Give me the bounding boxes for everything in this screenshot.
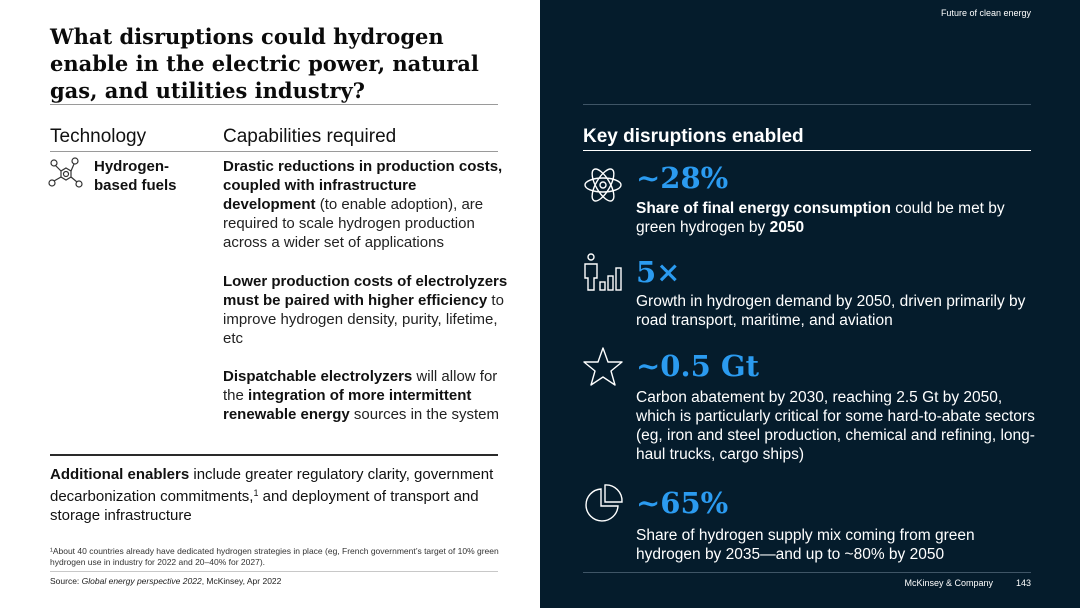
capability-2-text: to improve hydrogen density, purity, lif…: [223, 292, 504, 347]
stat-4: ~65%: [636, 486, 729, 520]
source-divider: [50, 571, 498, 572]
stat-2-text-1: Growth in hydrogen demand by 2050, drive…: [636, 293, 1026, 329]
capability-3-text-2: sources in the system: [349, 406, 499, 423]
technology-name-line1: Hydrogen-: [94, 158, 169, 175]
pie-chart-icon: [585, 484, 623, 522]
source-title: Global energy perspective 2022: [81, 576, 202, 586]
enablers-divider: [50, 454, 498, 456]
footnote-marker: 1: [253, 488, 259, 498]
footnote: ¹About 40 countries already have dedicat…: [50, 546, 499, 567]
header-divider: [50, 151, 498, 152]
right-title-divider: [583, 104, 1031, 105]
stat-4-description: Share of hydrogen supply mix coming from…: [636, 526, 1036, 564]
stat-1-text-1: could be met by green hydrogen by: [636, 200, 1005, 236]
star-icon: [583, 347, 623, 386]
capability-3-bold-2: integration of more intermittent renewab…: [223, 387, 472, 423]
molecule-icon: [48, 157, 83, 188]
stat-3-text-1: Carbon abatement by 2030, reaching 2.5 G…: [636, 389, 1035, 463]
capability-2-bold: Lower production costs of electrolyzers …: [223, 273, 508, 309]
stat-3: ~0.5 Gt: [636, 349, 760, 383]
page-number: 143: [1015, 578, 1031, 588]
enablers-text-2: and deployment of transport and storage …: [50, 488, 479, 524]
capability-1-text: (to enable adoption), are required to sc…: [223, 196, 484, 251]
source-line: Source: Global energy perspective 2022, …: [50, 576, 510, 586]
stat-1-bold-2: 2050: [769, 219, 805, 236]
stat-3-description: Carbon abatement by 2030, reaching 2.5 G…: [636, 388, 1036, 464]
source-suffix: , McKinsey, Apr 2022: [201, 576, 282, 586]
capability-1-bold: Drastic reductions in production costs, …: [223, 158, 503, 213]
left-panel: What disruptions could hydrogen enable i…: [48, 24, 513, 586]
right-panel: Future of clean energy Key disruptions e…: [540, 0, 1080, 608]
stat-1: ~28%: [636, 161, 729, 195]
enablers-text-1: include greater regulatory clarity, gove…: [50, 466, 494, 505]
atom-icon: [584, 168, 622, 202]
capability-1: Drastic reductions in production costs, …: [223, 157, 513, 252]
enablers-bold: Additional enablers: [50, 466, 190, 483]
technology-name: Hydrogen- based fuels: [94, 157, 177, 195]
technology-column-header: Technology: [50, 126, 147, 147]
stat-2-description: Growth in hydrogen demand by 2050, drive…: [636, 292, 1036, 330]
person-growth-icon: [584, 253, 622, 291]
right-header-divider: [583, 150, 1031, 151]
stat-1-bold-1: Share of final energy consumption: [636, 200, 891, 217]
capability-3-text-1: will allow for the: [223, 368, 498, 404]
section-tag: Future of clean energy: [940, 8, 1031, 18]
source-prefix: Source:: [50, 576, 82, 586]
capability-3-bold-1: Dispatchable electrolyzers: [223, 368, 413, 385]
key-disruptions-heading: Key disruptions enabled: [583, 126, 804, 147]
stat-1-description: Share of final energy consumption could …: [636, 199, 1036, 237]
technology-name-line2: based fuels: [94, 177, 177, 194]
additional-enablers: Additional enablers include greater regu…: [50, 465, 500, 525]
capability-3: Dispatchable electrolyzers will allow fo…: [223, 367, 513, 424]
right-footer-divider: [583, 572, 1031, 573]
capability-2: Lower production costs of electrolyzers …: [223, 272, 513, 348]
capabilities-column-header: Capabilities required: [223, 126, 397, 147]
footer-company: McKinsey & Company: [904, 578, 993, 588]
page-title: What disruptions could hydrogen enable i…: [50, 24, 479, 103]
stat-2: 5×: [636, 255, 681, 289]
title-divider: [50, 104, 498, 105]
stat-4-text-1: Share of hydrogen supply mix coming from…: [636, 527, 975, 563]
